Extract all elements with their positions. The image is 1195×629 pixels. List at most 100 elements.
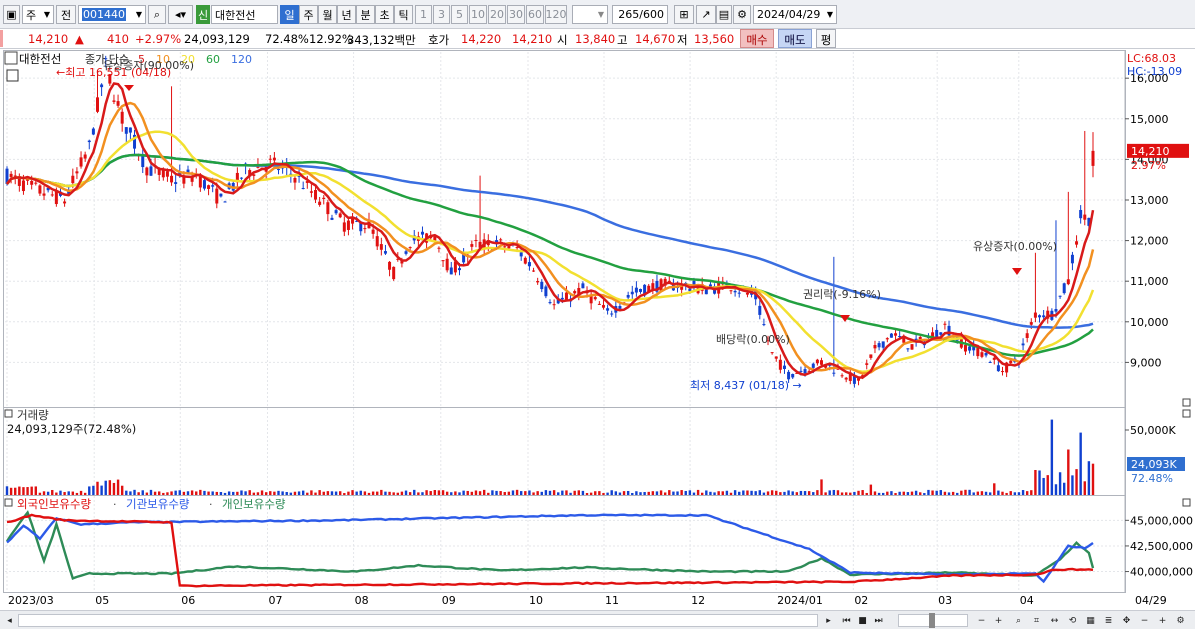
candle-body bbox=[83, 154, 87, 159]
code-input[interactable]: 001440 ▼ bbox=[78, 5, 146, 24]
current-price-label: 14,210 bbox=[1131, 145, 1170, 158]
scroll-right-icon[interactable]: ▸ bbox=[826, 615, 831, 626]
sell-button[interactable]: 매도 bbox=[778, 29, 812, 48]
volume-bar bbox=[174, 490, 177, 495]
zoom-slider[interactable] bbox=[898, 613, 968, 628]
indicator-icon[interactable]: ⊞ bbox=[674, 5, 694, 24]
market-select[interactable]: 주 ▼ bbox=[22, 5, 54, 24]
candle-body bbox=[643, 284, 647, 296]
zoom-in-icon[interactable]: + bbox=[994, 615, 1003, 626]
candle-body bbox=[848, 372, 852, 381]
settings-icon[interactable]: ⚙ bbox=[733, 5, 751, 24]
candle-body bbox=[1091, 150, 1095, 166]
volume-bar bbox=[441, 490, 445, 495]
minute-option-10[interactable]: 10 bbox=[469, 5, 487, 24]
candle-body bbox=[116, 101, 120, 106]
minute-option-20[interactable]: 20 bbox=[488, 5, 506, 24]
period-tab-5[interactable]: 초 bbox=[375, 5, 394, 24]
minute-option-5[interactable]: 5 bbox=[451, 5, 468, 24]
minute-option-60[interactable]: 60 bbox=[526, 5, 544, 24]
period-tab-4[interactable]: 분 bbox=[356, 5, 375, 24]
minute-option-120[interactable]: 120 bbox=[545, 5, 567, 24]
candle-body bbox=[235, 172, 239, 183]
candle-body bbox=[996, 365, 1000, 372]
volume-bar bbox=[783, 491, 786, 495]
candle-body bbox=[820, 360, 823, 365]
first-icon[interactable]: ⏮ bbox=[842, 615, 851, 626]
candle-body bbox=[256, 166, 260, 168]
volume-bar bbox=[626, 490, 630, 495]
window-icon[interactable]: ▣ bbox=[3, 5, 20, 24]
fit-icon[interactable]: ↔ bbox=[1050, 615, 1059, 626]
period-tab-0[interactable]: 일 bbox=[280, 5, 299, 24]
select-icon[interactable]: ⌗ bbox=[1033, 615, 1040, 626]
ytick-4: 12,000 bbox=[1130, 235, 1169, 248]
volume-bar bbox=[882, 492, 885, 495]
volume-bar bbox=[655, 491, 659, 495]
period-tab-1[interactable]: 주 bbox=[299, 5, 318, 24]
candle-body bbox=[540, 281, 544, 290]
candle-body bbox=[869, 354, 873, 358]
volume-bar bbox=[219, 492, 223, 495]
last-icon[interactable]: ⏭ bbox=[874, 615, 883, 626]
stop-icon[interactable]: ■ bbox=[858, 615, 867, 626]
volume-bar bbox=[524, 491, 527, 495]
prev-button[interactable]: 전 bbox=[56, 5, 76, 24]
candle-body bbox=[782, 365, 786, 369]
minute-dropdown[interactable]: ▼ bbox=[572, 5, 608, 24]
scroll-left-icon[interactable]: ◂ bbox=[7, 615, 12, 626]
minus-icon[interactable]: − bbox=[1140, 615, 1149, 626]
period-tab-2[interactable]: 월 bbox=[318, 5, 337, 24]
volume-bar bbox=[877, 492, 881, 495]
volume-bar bbox=[343, 493, 346, 495]
list-icon[interactable]: ≣ bbox=[1104, 615, 1113, 626]
config-icon[interactable]: ⚙ bbox=[1176, 615, 1185, 626]
volume-bar bbox=[840, 492, 844, 495]
holdings-legend-sep-0: · bbox=[113, 498, 117, 511]
search-zoom-icon[interactable]: ⌕ bbox=[1015, 615, 1022, 626]
volume-bar bbox=[910, 491, 914, 495]
candle-body bbox=[458, 268, 461, 271]
period-tab-3[interactable]: 년 bbox=[337, 5, 356, 24]
eval-button[interactable]: 평 bbox=[816, 29, 836, 48]
draw-tool-icon[interactable]: ↗ bbox=[696, 5, 716, 24]
minute-option-1[interactable]: 1 bbox=[415, 5, 432, 24]
volume-bar bbox=[746, 490, 749, 495]
volume-bar bbox=[540, 491, 543, 495]
reset-icon[interactable]: ⟲ bbox=[1068, 615, 1077, 626]
rights2-marker bbox=[1012, 268, 1022, 275]
candle-body bbox=[902, 336, 906, 343]
minute-option-3[interactable]: 3 bbox=[433, 5, 450, 24]
buy-button[interactable]: 매수 bbox=[740, 29, 774, 48]
candle-body bbox=[338, 213, 342, 218]
plus-icon[interactable]: + bbox=[1158, 615, 1167, 626]
candle-body bbox=[133, 134, 137, 149]
date-field[interactable]: 2024/04/29 ▼ bbox=[753, 5, 837, 24]
zoom-out-icon[interactable]: − bbox=[977, 615, 986, 626]
quote-bar: 14,210 ▲ 410 +2.97% 24,093,129 72.48% 12… bbox=[0, 29, 1195, 49]
volume-bar bbox=[647, 491, 650, 495]
period-tab-6[interactable]: 틱 bbox=[394, 5, 413, 24]
candle-body bbox=[404, 251, 408, 254]
rights-annotation: 권리락(-9.16%) bbox=[803, 288, 881, 301]
scroll-track[interactable] bbox=[18, 614, 818, 627]
search-icon[interactable]: ⌕ bbox=[148, 5, 166, 24]
chart-scrollbar[interactable]: ◂ ▸ ⏮ ■ ⏭ − + ⌕ ⌗ ↔ ⟲ ▦ ≣ ✥ − + ⚙ bbox=[0, 610, 1195, 629]
candle-body bbox=[663, 278, 667, 286]
pan-icon[interactable]: ✥ bbox=[1122, 615, 1131, 626]
dividend-annotation: 배당락(0.00%) bbox=[716, 333, 790, 346]
volume-bar bbox=[166, 492, 169, 495]
minute-option-30[interactable]: 30 bbox=[507, 5, 525, 24]
speaker-icon[interactable]: ◂▾ bbox=[168, 5, 193, 24]
candle-body bbox=[145, 167, 149, 176]
count-field[interactable]: 265/600 bbox=[612, 5, 668, 24]
grid-icon[interactable]: ▦ bbox=[1086, 615, 1095, 626]
volume-bar bbox=[1046, 475, 1049, 495]
candle-body bbox=[852, 375, 856, 384]
volume-bar bbox=[688, 490, 692, 495]
split-marker bbox=[124, 85, 134, 91]
save-icon[interactable]: ▤ bbox=[716, 5, 732, 24]
volume-bar bbox=[577, 490, 580, 495]
stock-name-field[interactable]: 대한전선 bbox=[211, 5, 278, 24]
